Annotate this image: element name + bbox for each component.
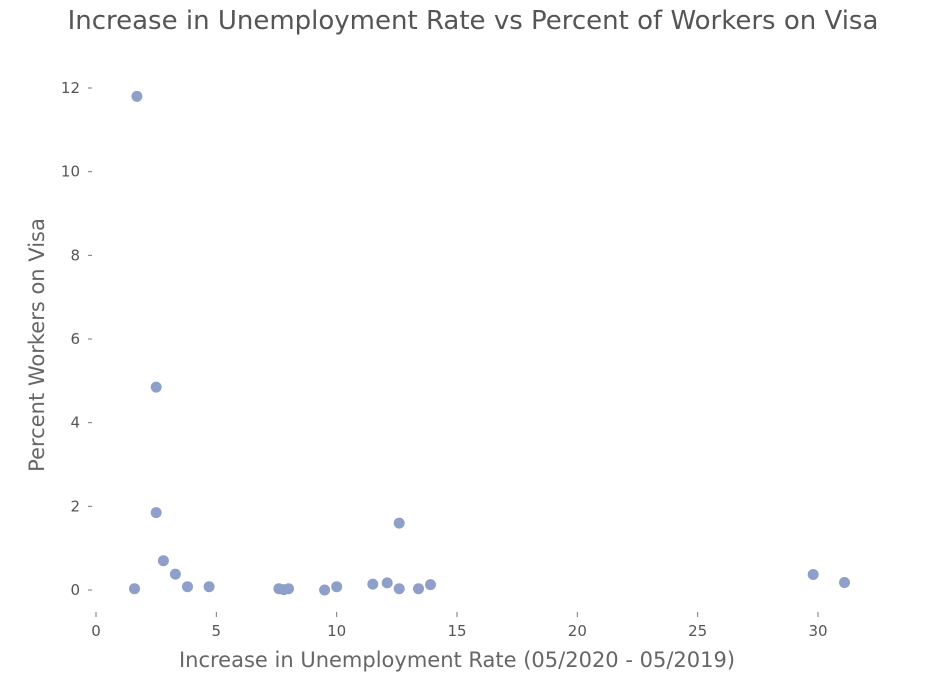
- x-tick-label: 25: [688, 622, 707, 640]
- x-tick-label: 15: [447, 622, 466, 640]
- y-axis-label: Percent Workers on Visa: [25, 218, 49, 472]
- y-tick-label: 8: [70, 246, 80, 264]
- scatter-point: [203, 581, 215, 593]
- y-tick-label: 4: [70, 414, 80, 432]
- scatter-point: [169, 568, 181, 580]
- scatter-point: [331, 581, 343, 593]
- scatter-point: [425, 579, 436, 591]
- scatter-point: [319, 584, 331, 596]
- x-tick-label: 30: [808, 622, 827, 640]
- x-tick-label: 20: [568, 622, 587, 640]
- y-tick-label: 10: [61, 163, 80, 181]
- scatter-point: [393, 517, 405, 529]
- x-tick-label: 0: [91, 622, 101, 640]
- x-axis-label: Increase in Unemployment Rate (05/2020 -…: [178, 648, 736, 672]
- scatter-point: [283, 583, 294, 595]
- scatter-point: [129, 583, 140, 595]
- y-tick-label: 6: [70, 330, 80, 348]
- scatter-point: [367, 578, 379, 590]
- chart-title: Increase in Unemployment Rate vs Percent…: [67, 6, 879, 36]
- scatter-point: [393, 583, 405, 595]
- y-tick-label: 0: [70, 581, 80, 599]
- scatter-point: [807, 569, 819, 580]
- scatter-point: [381, 577, 393, 589]
- scatter-point: [182, 581, 193, 593]
- y-axis: 0 2 4 6 8 10 12: [61, 79, 92, 599]
- scatter-point: [150, 381, 162, 393]
- x-axis: 0 5 10 15 20 25 30: [91, 612, 828, 640]
- scatter-point: [150, 507, 162, 519]
- y-tick-label: 2: [70, 497, 80, 515]
- data-points: [129, 90, 850, 596]
- y-tick-label: 12: [61, 79, 80, 97]
- x-tick-label: 10: [327, 622, 346, 640]
- scatter-point: [157, 555, 169, 567]
- scatter-point: [413, 583, 424, 595]
- scatter-point: [839, 577, 850, 588]
- scatter-point: [131, 90, 143, 102]
- x-tick-label: 5: [212, 622, 222, 640]
